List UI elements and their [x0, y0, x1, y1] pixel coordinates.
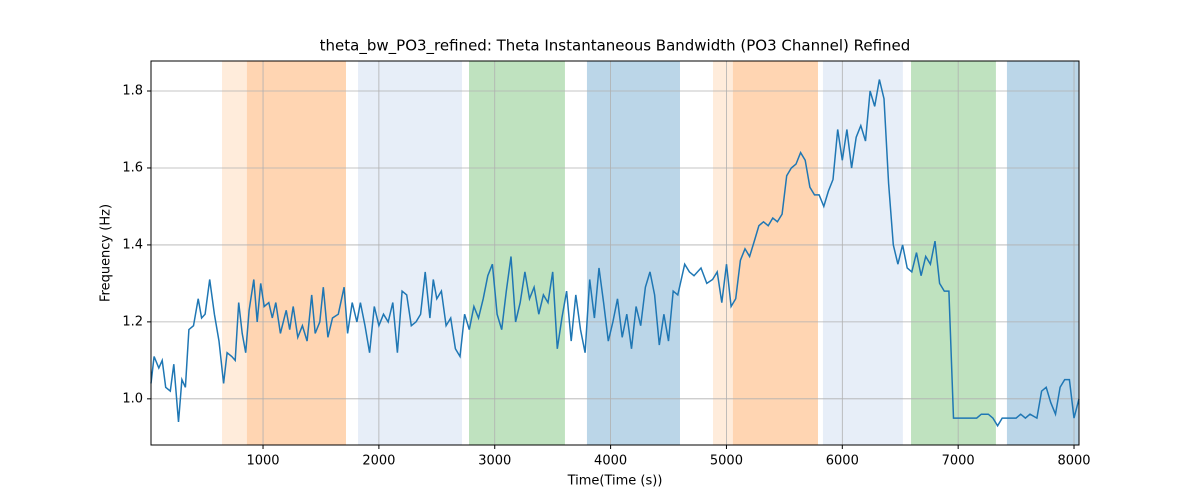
x-tick-label: 4000: [594, 454, 627, 469]
shaded-span: [713, 61, 818, 445]
shaded-span: [469, 61, 565, 445]
y-tick-label: 1.0: [122, 391, 143, 406]
x-tick-label: 8000: [1057, 454, 1090, 469]
y-tick-label: 1.2: [122, 314, 143, 329]
x-tick-label: 5000: [710, 454, 743, 469]
y-axis-label: Frequency (Hz): [99, 204, 114, 302]
shaded-span: [732, 61, 818, 445]
plot-frame: [150, 60, 1080, 446]
y-tick-label: 1.6: [122, 160, 143, 175]
chart-title: theta_bw_PO3_refined: Theta Instantaneou…: [320, 37, 911, 56]
shaded-span: [911, 61, 996, 445]
x-tick-label: 1000: [246, 454, 279, 469]
y-tick-label: 1.8: [122, 84, 143, 99]
shaded-span: [222, 61, 346, 445]
shaded-span: [822, 61, 903, 445]
shaded-span: [1006, 61, 1079, 445]
shaded-span: [358, 61, 462, 445]
y-tick-label: 1.4: [122, 237, 143, 252]
x-tick-label: 7000: [942, 454, 975, 469]
x-tick-label: 2000: [362, 454, 395, 469]
shaded-span: [586, 61, 680, 445]
shaded-span: [246, 61, 346, 445]
x-tick-label: 3000: [478, 454, 511, 469]
x-axis-label: Time(Time (s)): [567, 474, 663, 489]
data-line: [150, 79, 1080, 428]
x-tick-label: 6000: [826, 454, 859, 469]
